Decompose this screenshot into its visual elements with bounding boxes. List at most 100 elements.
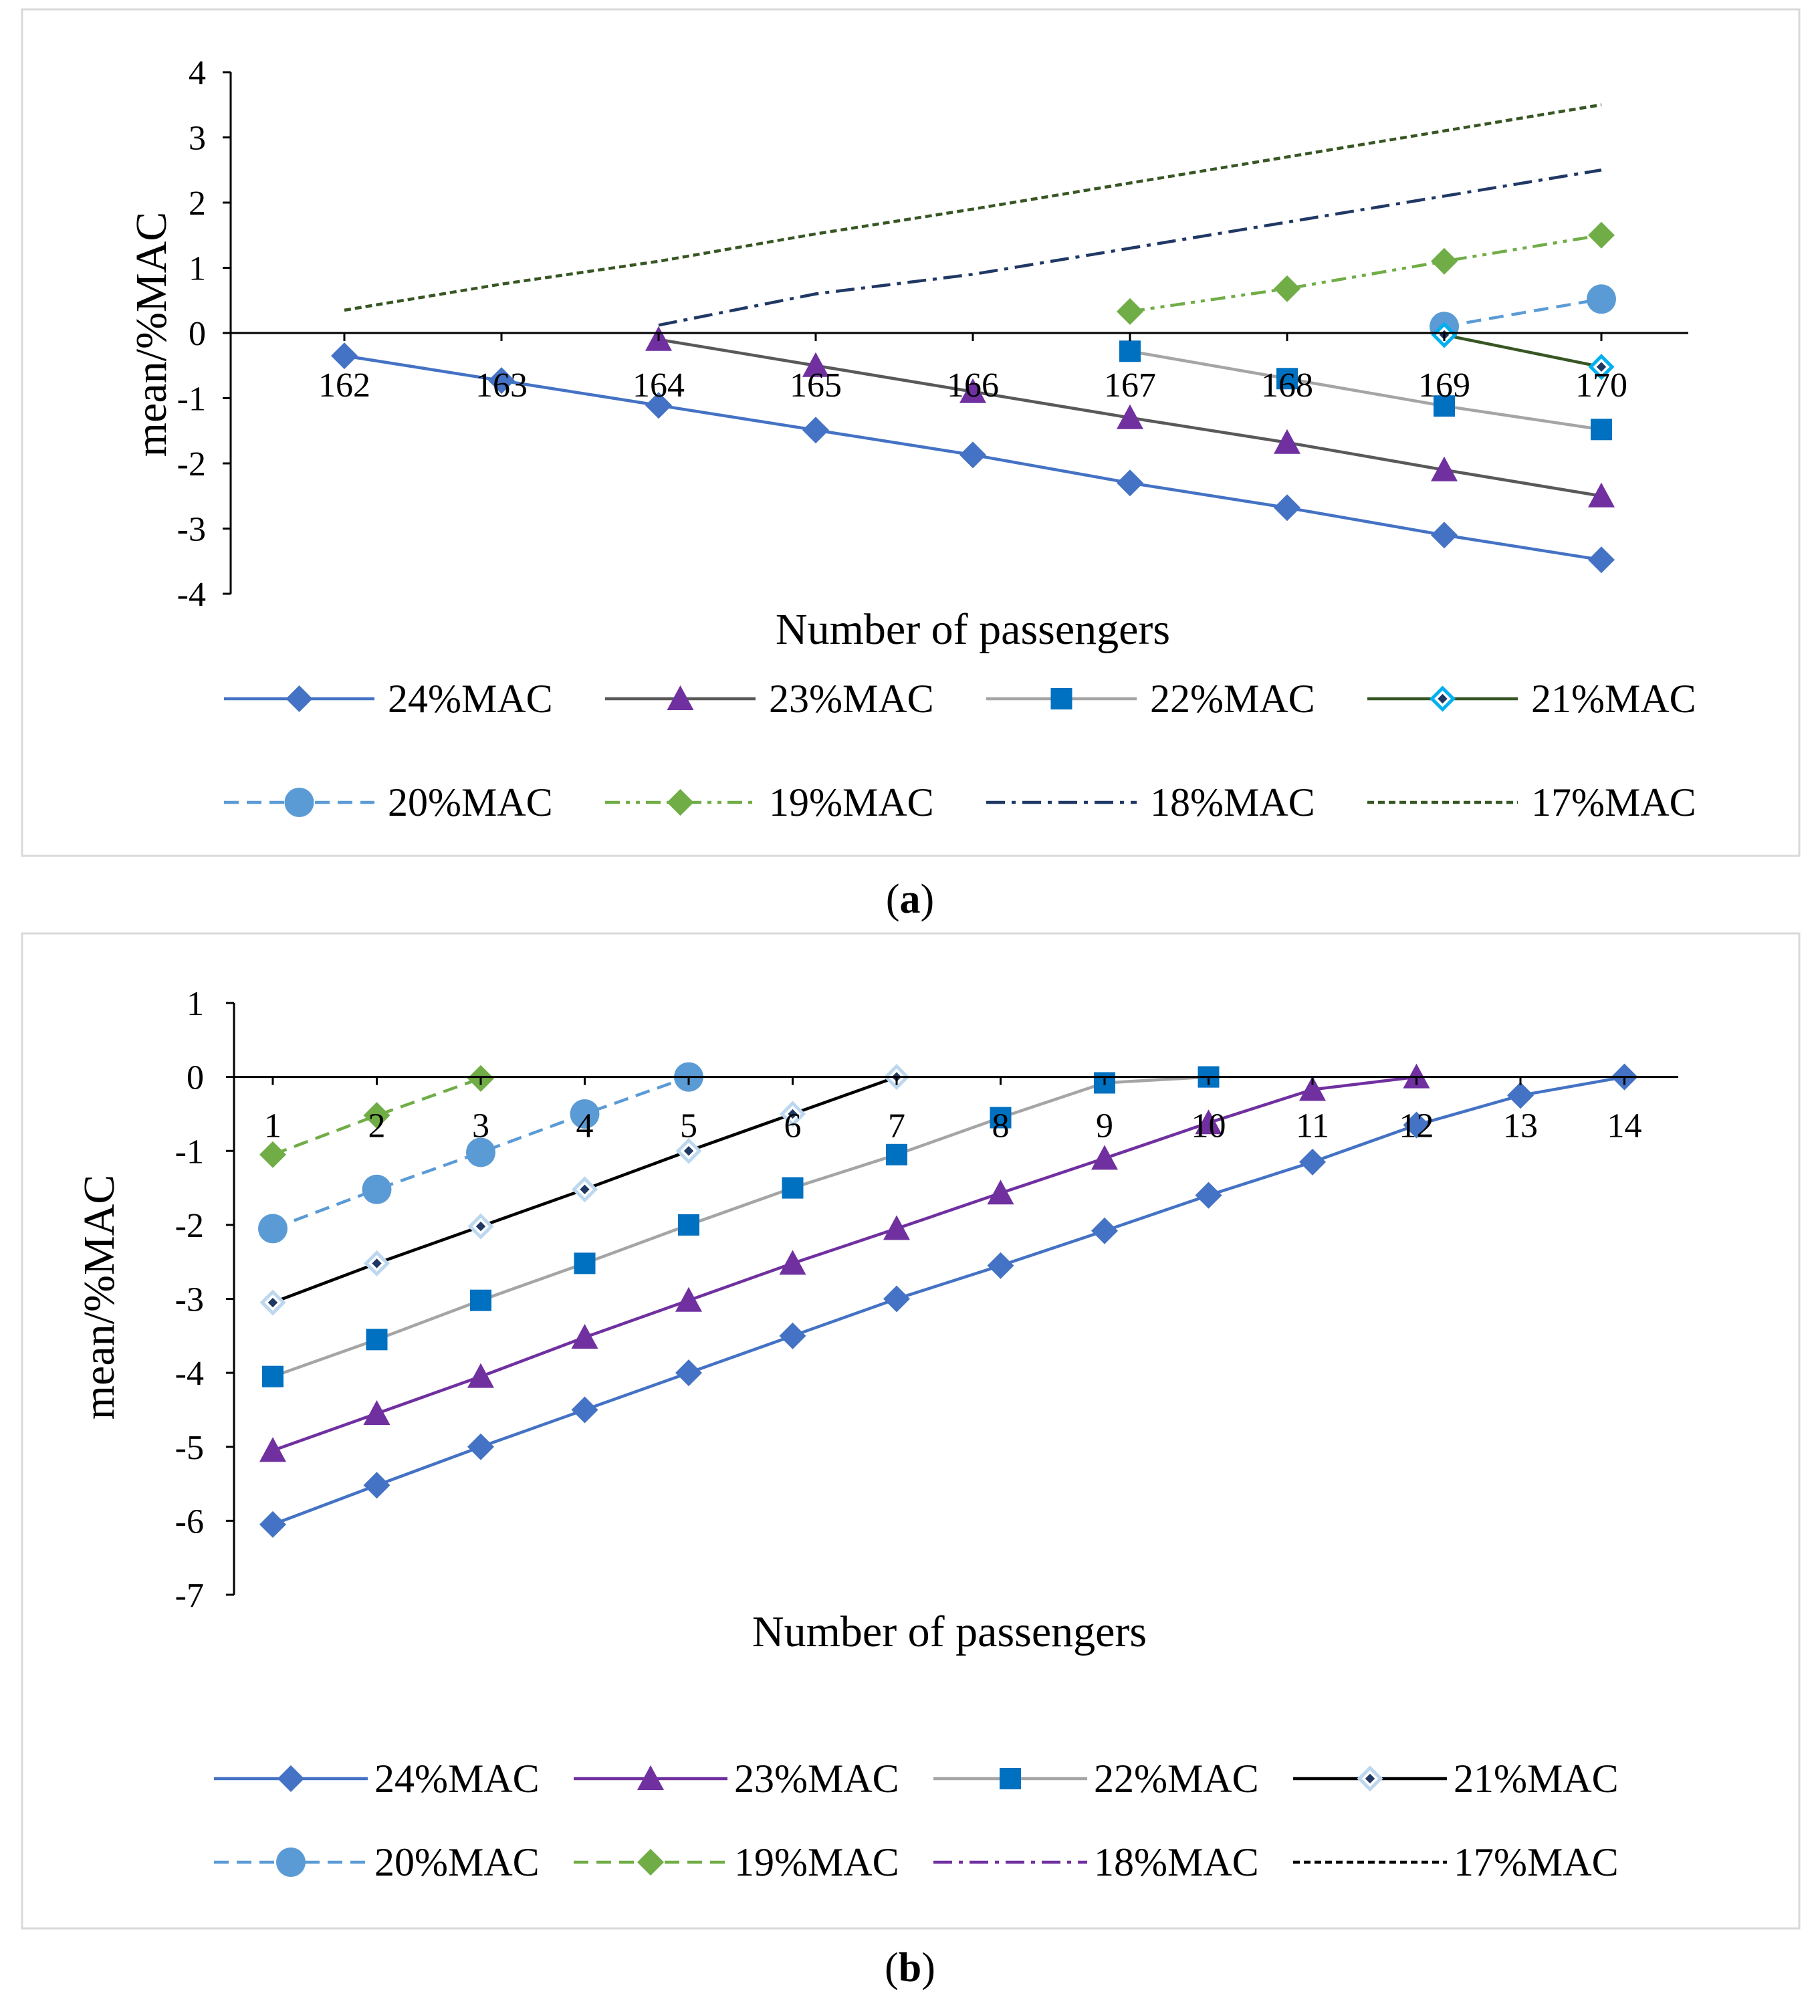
panel-a-y-tick-label: -2 [177, 445, 206, 483]
panel-b-series-20pct-mac-point [570, 1099, 600, 1129]
panel-b-legend-24pct-mac-marker [277, 1765, 304, 1792]
panel-a-x-tick-label: 163 [475, 366, 528, 405]
panel-b-series-22pct-mac-point [366, 1329, 388, 1351]
panel-a-series-22pct-mac-point [1276, 368, 1298, 390]
panel-b-series-24pct-mac-point [779, 1322, 806, 1349]
panel-a-series-21pct-mac-line [1444, 333, 1602, 368]
panel-a-series-24pct-mac-point [1117, 469, 1143, 497]
panel-a-series-19pct-mac-point [1117, 298, 1143, 325]
panel-a-series-24pct-mac [331, 342, 1615, 574]
panel-b-series-21pct-mac-point-inner [267, 1297, 278, 1308]
panel-a-x-tick-label: 162 [318, 366, 370, 405]
panel-a-x-tick-label: 164 [633, 366, 685, 405]
panel-a-series-24pct-mac-point [645, 392, 672, 419]
panel-b-series-23pct-mac-point [675, 1286, 702, 1312]
panel-a-series-23pct-mac-point [1431, 456, 1458, 481]
panel-b-legend-19pct-mac: 19%MAC [574, 1840, 899, 1884]
panel-b-series-23pct-mac-point [1091, 1145, 1118, 1170]
panel-a-legend-20pct-mac: 20%MAC [224, 780, 553, 824]
panel-b-x-tick-label: 5 [680, 1107, 697, 1145]
panel-b-legend-24pct-mac: 24%MAC [214, 1757, 540, 1801]
panel-b-legend-22pct-mac-marker [1000, 1768, 1021, 1789]
panel-a-series-22pct-mac-line [1129, 350, 1602, 431]
panel-a-series-19pct-mac-point [1274, 275, 1300, 302]
panel-b-series-20pct-mac-line [272, 1075, 689, 1230]
panel-b-x-tick-label: 4 [576, 1107, 594, 1145]
panel-b-series-23pct-mac-point [1299, 1076, 1326, 1101]
panel-b-series-20pct-mac-point [466, 1137, 495, 1167]
panel-a-legend-17pct-mac-label: 17%MAC [1531, 780, 1696, 824]
panel-b-y-tick-label: -3 [175, 1281, 204, 1319]
panel-b-series-22pct-mac-point [262, 1365, 283, 1387]
panel-b-series-22pct-mac-point [574, 1252, 596, 1274]
panel-b-legend-23pct-mac: 23%MAC [574, 1757, 899, 1801]
panel-b-legend-20pct-mac-label: 20%MAC [374, 1840, 540, 1884]
panel-b-series-22pct-mac-point [470, 1289, 491, 1311]
panel-a-legend-18pct-mac-label: 18%MAC [1150, 780, 1315, 824]
panel-a-legend-24pct-mac-marker [286, 685, 313, 712]
panel-b-series-23pct-mac [259, 1063, 1430, 1462]
panel-a-caption: (a) [886, 877, 934, 922]
panel-b-caption: (b) [885, 1945, 935, 1991]
panel-a-series-21pct-mac-point-inner [1596, 362, 1607, 372]
panel-b-series-24pct-mac [259, 1063, 1638, 1538]
panel-b-y-tick-label: 0 [187, 1059, 204, 1097]
panel-b: 10-1-2-3-4-5-6-71 2 3 4 5 6 7 8 9 10 11 12 13 14 Numb… [21, 932, 1801, 1930]
panel-a-series-19pct-mac-point [1431, 247, 1458, 275]
panel-b-series-19pct-mac-point [259, 1141, 286, 1168]
panel-b-caption-label: b [899, 1945, 921, 1991]
panel-a-legend-22pct-mac-label: 22%MAC [1150, 677, 1315, 721]
panel-b-legend-21pct-mac-label: 21%MAC [1454, 1757, 1619, 1801]
panel-a-series-19pct-mac-point [1588, 221, 1615, 249]
panel-b-series-23pct-mac-point [467, 1363, 494, 1388]
panel-a-legend-23pct-mac-label: 23%MAC [769, 677, 934, 721]
panel-a-y-tick-label: 1 [189, 250, 206, 288]
panel-b-series-21pct-mac-point-inner [683, 1146, 694, 1156]
panel-b-series-19pct-mac-line [272, 1077, 481, 1156]
panel-a-legend-24pct-mac: 24%MAC [224, 677, 553, 721]
panel-a-series-24pct-mac-point [331, 342, 358, 370]
panel-b-x-tick-label: 13 [1503, 1107, 1538, 1145]
panel-b-series-22pct-mac-point [678, 1214, 699, 1236]
panel-a-y-tick-label: 4 [189, 54, 206, 92]
panel-b-legend-18pct-mac-label: 18%MAC [1094, 1840, 1259, 1884]
panel-b-legend-22pct-mac-label: 22%MAC [1094, 1757, 1259, 1801]
panel-b-legend-20pct-mac: 20%MAC [214, 1840, 540, 1884]
panel-b-y-tick-label: 1 [187, 985, 204, 1023]
panel-b-x-tick-label: 6 [784, 1107, 802, 1145]
panel-b-legend-21pct-mac-marker-inner [1365, 1773, 1375, 1784]
panel-b-y-tick-label: -4 [175, 1355, 204, 1393]
panel-a-legend-22pct-mac: 22%MAC [986, 677, 1315, 721]
panel-a-series-23pct-mac-point [959, 378, 986, 403]
panel-a-series-21pct-mac [1431, 322, 1615, 380]
panel-a-legend-24pct-mac-label: 24%MAC [388, 677, 553, 721]
panel-b-series-22pct-mac-point [886, 1143, 907, 1165]
panel-b-legend-21pct-mac: 21%MAC [1293, 1757, 1619, 1801]
panel-b-series-24pct-mac-point [571, 1396, 598, 1424]
panel-a-series-18pct-mac-line [658, 169, 1602, 327]
panel-a-series-23pct-mac-point [1274, 429, 1300, 454]
panel-a-series-23pct-mac-point [1117, 404, 1143, 429]
panel-b-series-23pct-mac-point [1195, 1109, 1222, 1135]
panel-a-series-20pct-mac-line [1444, 298, 1602, 328]
panel-b-x-tick-label: 10 [1191, 1107, 1226, 1145]
panel-a-legend-21pct-mac-marker-inner [1438, 693, 1448, 704]
panel-a-series-23pct-mac-point [1588, 482, 1615, 508]
panel-b-series-23pct-mac-point [363, 1399, 390, 1425]
panel-a-series-22pct-mac-point [1591, 419, 1612, 441]
panel-a-legend-21pct-mac-label: 21%MAC [1531, 677, 1696, 721]
panel-b-series-21pct-mac-point-inner [372, 1258, 382, 1268]
panel-a-legend-20pct-mac-label: 20%MAC [388, 780, 553, 824]
panel-b-series-24pct-mac-point [259, 1510, 286, 1538]
panel-b-y-tick-label: -5 [175, 1429, 204, 1467]
panel-a-legend-19pct-mac-marker [667, 789, 694, 816]
panel-a: 4 3 2 1 0 -1 -2 -3 -4 162 163 164 165 166 167 168 169 170… [21, 8, 1801, 857]
panel-a-y-tick-label: -1 [177, 380, 206, 419]
panel-b-legend-20pct-mac-marker [276, 1847, 306, 1877]
panel-a-series-24pct-mac-point [959, 441, 986, 469]
panel-b-series-19pct-mac-point [363, 1102, 390, 1129]
panel-a-frame [21, 8, 1801, 857]
panel-b-series-23pct-mac-point [571, 1324, 598, 1349]
panel-b-x-tick-label: 11 [1296, 1107, 1329, 1145]
